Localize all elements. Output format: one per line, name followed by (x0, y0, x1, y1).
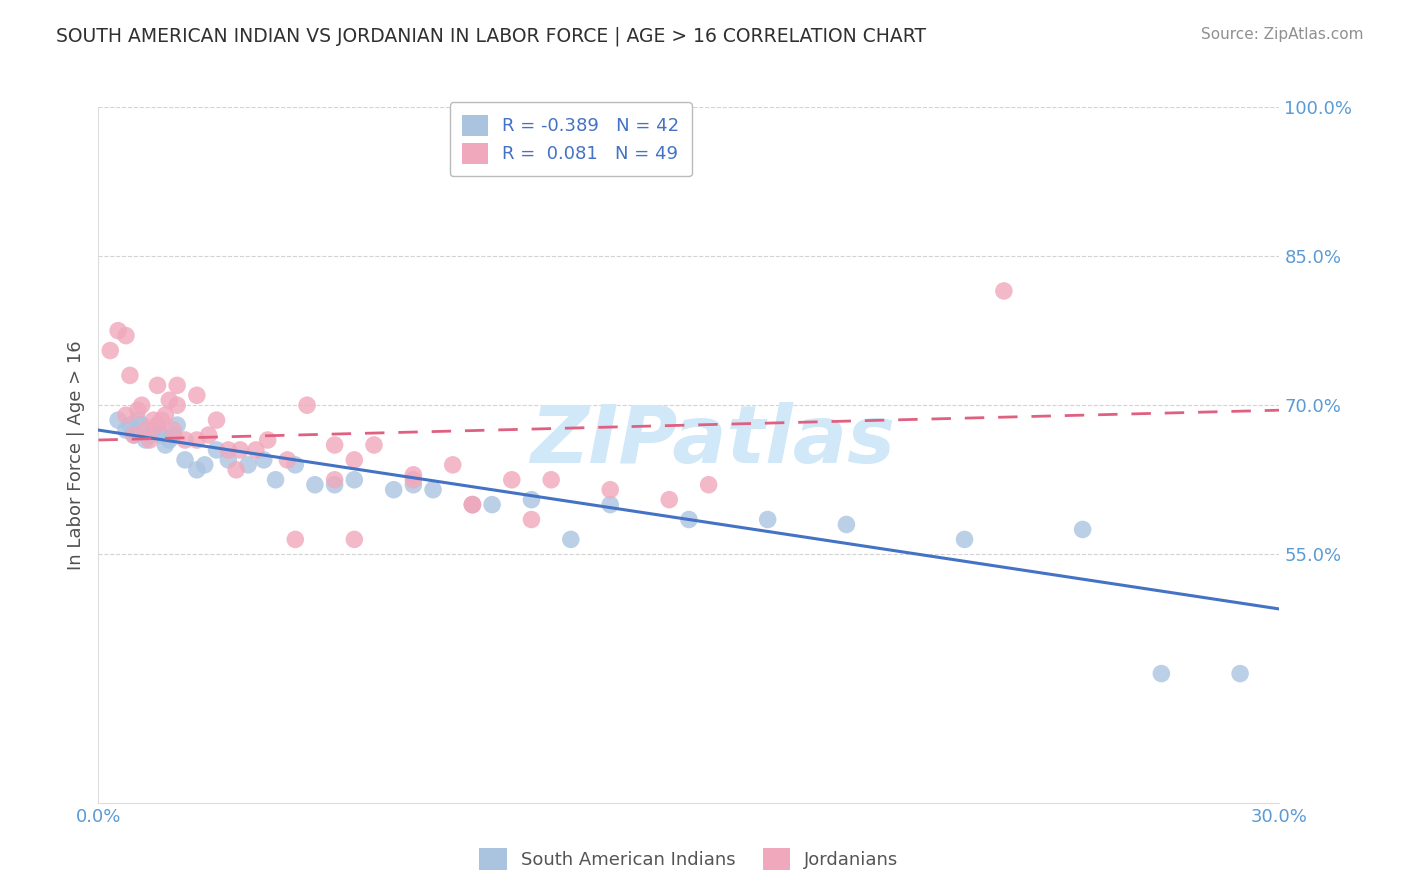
Point (402, 477, 425, 491)
Point (343, 533, 366, 547)
Point (1229, 666, 1251, 681)
Point (107, 413, 129, 427)
Text: ZIPatlas: ZIPatlas (530, 402, 896, 480)
Point (131, 398, 153, 412)
Point (122, 428, 145, 442)
Point (127, 403, 149, 417)
Point (501, 473, 523, 487)
Point (162, 428, 184, 442)
Point (174, 453, 197, 467)
Point (295, 398, 318, 412)
Point (217, 453, 239, 467)
Point (122, 428, 145, 442)
Point (599, 498, 621, 512)
Point (256, 433, 278, 447)
Point (98, 343, 121, 358)
Point (166, 378, 188, 392)
Point (225, 463, 247, 477)
Point (146, 378, 169, 392)
Y-axis label: In Labor Force | Age > 16: In Labor Force | Age > 16 (66, 340, 84, 570)
Point (599, 483, 621, 497)
Point (323, 473, 346, 487)
Point (194, 458, 217, 472)
Point (186, 388, 208, 402)
Point (127, 413, 149, 427)
Point (264, 473, 287, 487)
Point (540, 473, 562, 487)
Point (146, 418, 169, 433)
Point (174, 433, 197, 447)
Point (186, 463, 208, 477)
Point (697, 477, 720, 491)
Point (481, 498, 503, 512)
Point (197, 428, 219, 442)
Point (1071, 523, 1094, 537)
Point (186, 433, 208, 447)
Point (441, 458, 464, 472)
Point (205, 413, 228, 427)
Point (138, 433, 160, 447)
Point (678, 512, 700, 526)
Point (155, 408, 177, 422)
Point (162, 423, 184, 437)
Point (150, 428, 173, 442)
Point (756, 512, 779, 526)
Point (142, 423, 165, 437)
Point (343, 453, 366, 467)
Point (461, 498, 484, 512)
Point (131, 418, 153, 433)
Point (157, 433, 180, 447)
Point (284, 533, 307, 547)
Point (146, 423, 169, 437)
Point (107, 324, 129, 338)
Point (135, 423, 157, 437)
Point (142, 413, 165, 427)
Point (343, 473, 366, 487)
Point (461, 498, 484, 512)
Point (118, 418, 141, 433)
Point (520, 492, 543, 507)
Point (276, 453, 298, 467)
Point (363, 438, 385, 452)
Point (304, 477, 326, 491)
Point (229, 442, 252, 457)
Point (284, 458, 307, 472)
Point (205, 442, 228, 457)
Point (402, 467, 425, 482)
Point (157, 393, 180, 408)
Point (422, 483, 444, 497)
Point (150, 413, 173, 427)
Point (217, 442, 239, 457)
Point (835, 517, 858, 532)
Point (115, 408, 138, 422)
Point (520, 512, 543, 526)
Point (135, 433, 157, 447)
Text: Source: ZipAtlas.com: Source: ZipAtlas.com (1201, 27, 1364, 42)
Text: SOUTH AMERICAN INDIAN VS JORDANIAN IN LABOR FORCE | AGE > 16 CORRELATION CHART: SOUTH AMERICAN INDIAN VS JORDANIAN IN LA… (56, 27, 927, 46)
Point (166, 418, 188, 433)
Point (118, 368, 141, 383)
Point (953, 533, 976, 547)
Point (236, 458, 259, 472)
Point (115, 423, 138, 437)
Point (461, 498, 484, 512)
Point (155, 438, 177, 452)
Point (166, 398, 188, 412)
Point (402, 473, 425, 487)
Point (658, 492, 681, 507)
Legend: South American Indians, Jordanians: South American Indians, Jordanians (472, 841, 905, 877)
Point (993, 284, 1015, 298)
Point (323, 477, 346, 491)
Point (253, 453, 276, 467)
Point (382, 483, 405, 497)
Point (245, 442, 267, 457)
Point (323, 438, 346, 452)
Point (560, 533, 582, 547)
Point (115, 328, 138, 343)
Point (138, 428, 160, 442)
Point (1150, 666, 1173, 681)
